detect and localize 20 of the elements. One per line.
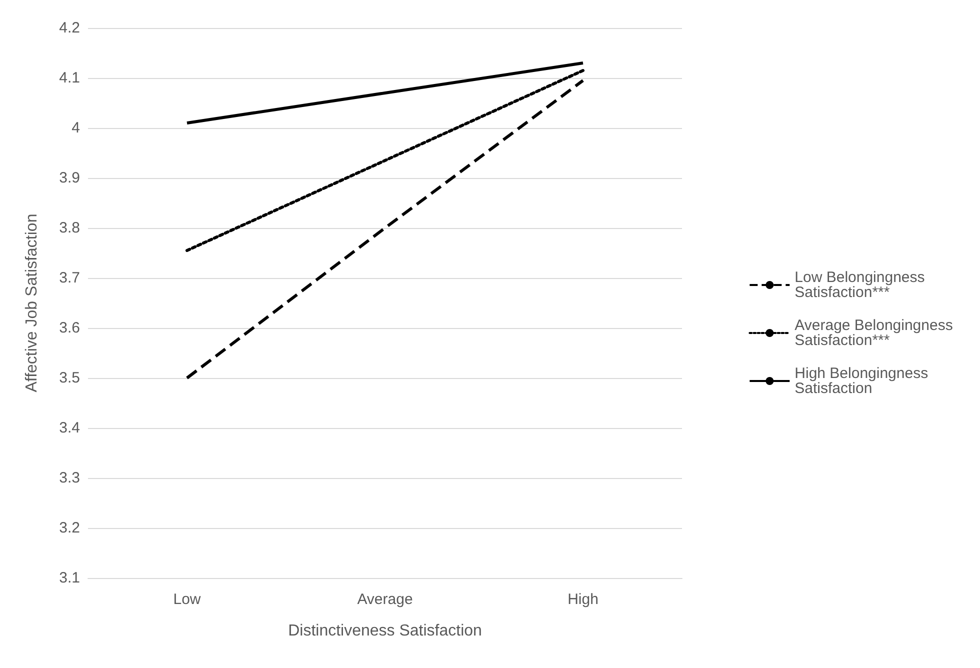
x-tick-label: Average: [357, 591, 413, 608]
y-tick-label: 3.5: [59, 370, 80, 386]
y-tick-label: 3.3: [59, 470, 80, 486]
y-tick-label: 3.1: [59, 570, 80, 586]
y-tick-label: 3.7: [59, 270, 80, 286]
legend-label: Average Belongingness Satisfaction***: [794, 317, 957, 349]
legend-label: High Belongingness Satisfaction: [794, 365, 932, 397]
legend-label: Low Belongingness Satisfaction***: [794, 269, 929, 301]
y-tick-label: 3.8: [59, 220, 80, 236]
x-tick-label: Low: [173, 591, 201, 608]
y-tick-label: 3.4: [59, 420, 80, 436]
y-tick-label: 4: [72, 120, 80, 136]
x-axis-title: Distinctiveness Satisfaction: [288, 622, 482, 640]
y-axis-title: Affective Job Satisfaction: [24, 214, 40, 392]
y-tick-label: 3.9: [59, 170, 80, 186]
y-tick-label: 3.2: [59, 520, 80, 536]
y-tick-label: 4.1: [59, 70, 80, 86]
y-tick-label: 3.6: [59, 320, 80, 336]
y-tick-label: 4.2: [59, 20, 80, 36]
x-tick-label: High: [568, 591, 598, 608]
